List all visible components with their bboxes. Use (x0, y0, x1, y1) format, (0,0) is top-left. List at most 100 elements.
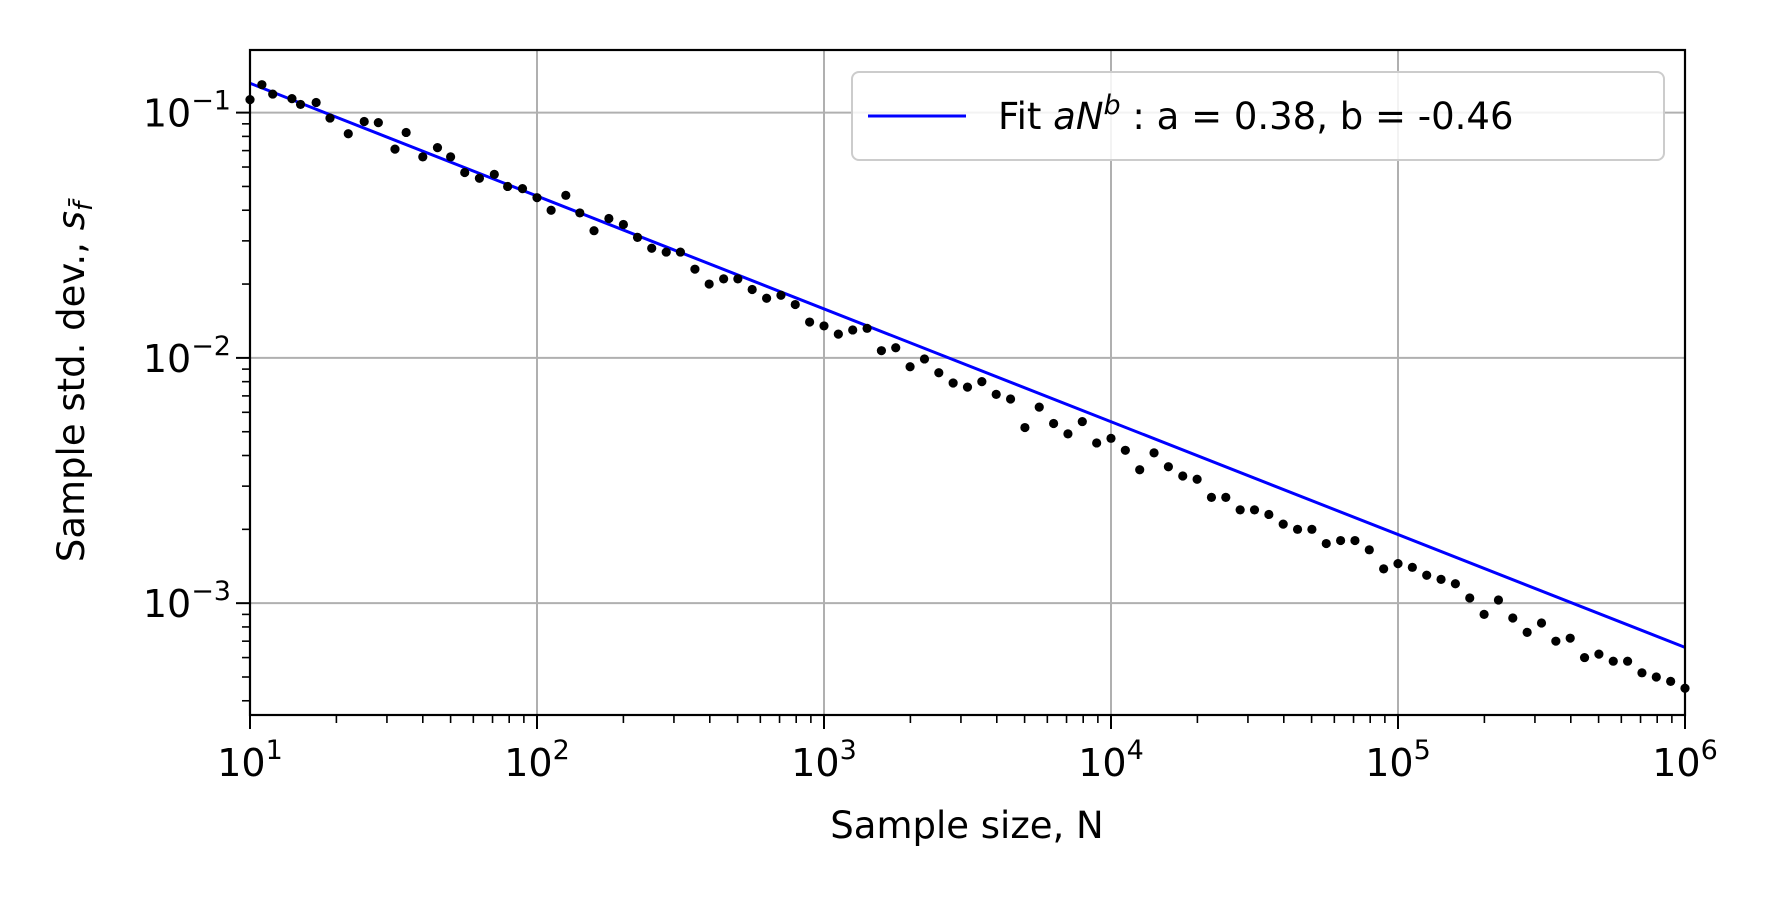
data-point (268, 89, 278, 99)
data-point (311, 97, 321, 108)
data-point (503, 181, 513, 192)
data-point (1120, 445, 1130, 455)
data-point (1005, 394, 1016, 404)
data-point (325, 113, 335, 123)
data-point (432, 143, 443, 153)
data-point (1063, 429, 1073, 439)
data-point (733, 274, 743, 284)
x-tick-label: 106 (1652, 735, 1718, 785)
data-point (962, 382, 973, 392)
data-point (675, 247, 686, 257)
data-point (561, 190, 571, 200)
x-tick-label: 105 (1365, 735, 1431, 785)
data-point (1221, 492, 1231, 502)
data-point (589, 226, 599, 236)
data-point (287, 94, 297, 104)
data-point (1235, 505, 1245, 515)
data-point (1292, 524, 1303, 534)
data-point (1465, 593, 1475, 603)
data-point (1594, 649, 1604, 659)
y-tick-label: 10−1 (143, 86, 231, 136)
data-point (474, 173, 485, 183)
data-point (819, 321, 829, 331)
data-point (546, 205, 556, 215)
legend-label: Fit aNb : a = 0.38, b = -0.46 (998, 90, 1514, 138)
data-point (1364, 545, 1374, 555)
data-point (1393, 558, 1403, 569)
data-point (1579, 652, 1590, 663)
data-point (1092, 438, 1102, 448)
data-point (876, 346, 887, 356)
data-point (1192, 474, 1202, 484)
data-point (1508, 613, 1518, 623)
legend-box (851, 71, 1665, 161)
x-tick-label: 102 (504, 735, 570, 785)
data-point (1536, 618, 1547, 628)
data-point (848, 325, 858, 335)
data-point (401, 127, 411, 138)
data-point (905, 362, 915, 372)
data-point (991, 389, 1001, 399)
data-point (1336, 535, 1346, 546)
data-point (977, 377, 987, 387)
data-point (719, 274, 729, 284)
data-point (1379, 564, 1389, 574)
data-point (762, 293, 772, 303)
data-point (1049, 418, 1059, 429)
data-point (1077, 416, 1087, 427)
x-tick-label: 104 (1078, 735, 1144, 785)
data-point (934, 368, 944, 378)
data-point (1249, 505, 1260, 515)
data-point (833, 329, 843, 339)
x-axis: 101 102 103 104 105 106 (217, 715, 1718, 785)
data-point (1106, 433, 1116, 443)
data-point (418, 152, 428, 162)
data-point (1493, 595, 1504, 605)
scatter-points (245, 80, 1690, 693)
fit-line-layer (249, 81, 1686, 649)
legend: Fit aNb : a = 0.38, b = -0.46 (851, 71, 1665, 161)
x-tick-label: 103 (791, 735, 857, 785)
data-point (790, 299, 800, 310)
data-point (1020, 422, 1030, 433)
data-point (1479, 609, 1489, 619)
data-point (1264, 509, 1274, 520)
y-axis: 10−3 10−2 10−1 (143, 86, 250, 702)
x-axis-title: Sample size, N (830, 804, 1103, 847)
data-point (517, 184, 528, 194)
data-point (1163, 462, 1174, 472)
data-point (1450, 579, 1460, 589)
data-point (575, 208, 585, 218)
y-axis-title: Sample std. dev., sf̄ (50, 197, 99, 562)
data-point (460, 167, 470, 178)
plot-frame (248, 48, 1687, 717)
data-point (805, 317, 815, 327)
data-point (1307, 524, 1317, 534)
data-point (1623, 656, 1633, 666)
data-point (1522, 627, 1532, 638)
data-point (390, 144, 400, 154)
data-point (1608, 656, 1618, 666)
data-point (1565, 633, 1575, 643)
data-point (1436, 574, 1446, 584)
y-tick-label: 10−3 (143, 576, 231, 626)
data-point (632, 232, 643, 242)
data-point (373, 118, 383, 128)
data-point (1178, 471, 1188, 481)
data-point (1149, 448, 1159, 458)
data-point (747, 284, 757, 295)
data-point (704, 279, 714, 289)
data-point (618, 219, 628, 230)
data-point (948, 378, 958, 388)
data-point (647, 243, 657, 253)
data-point (359, 116, 369, 127)
data-point (489, 169, 499, 179)
data-point (446, 152, 456, 162)
data-point (661, 247, 671, 257)
data-point (1034, 402, 1044, 412)
data-point (1407, 562, 1417, 572)
data-point (257, 80, 267, 90)
data-point (891, 343, 901, 353)
data-point (1278, 519, 1288, 529)
